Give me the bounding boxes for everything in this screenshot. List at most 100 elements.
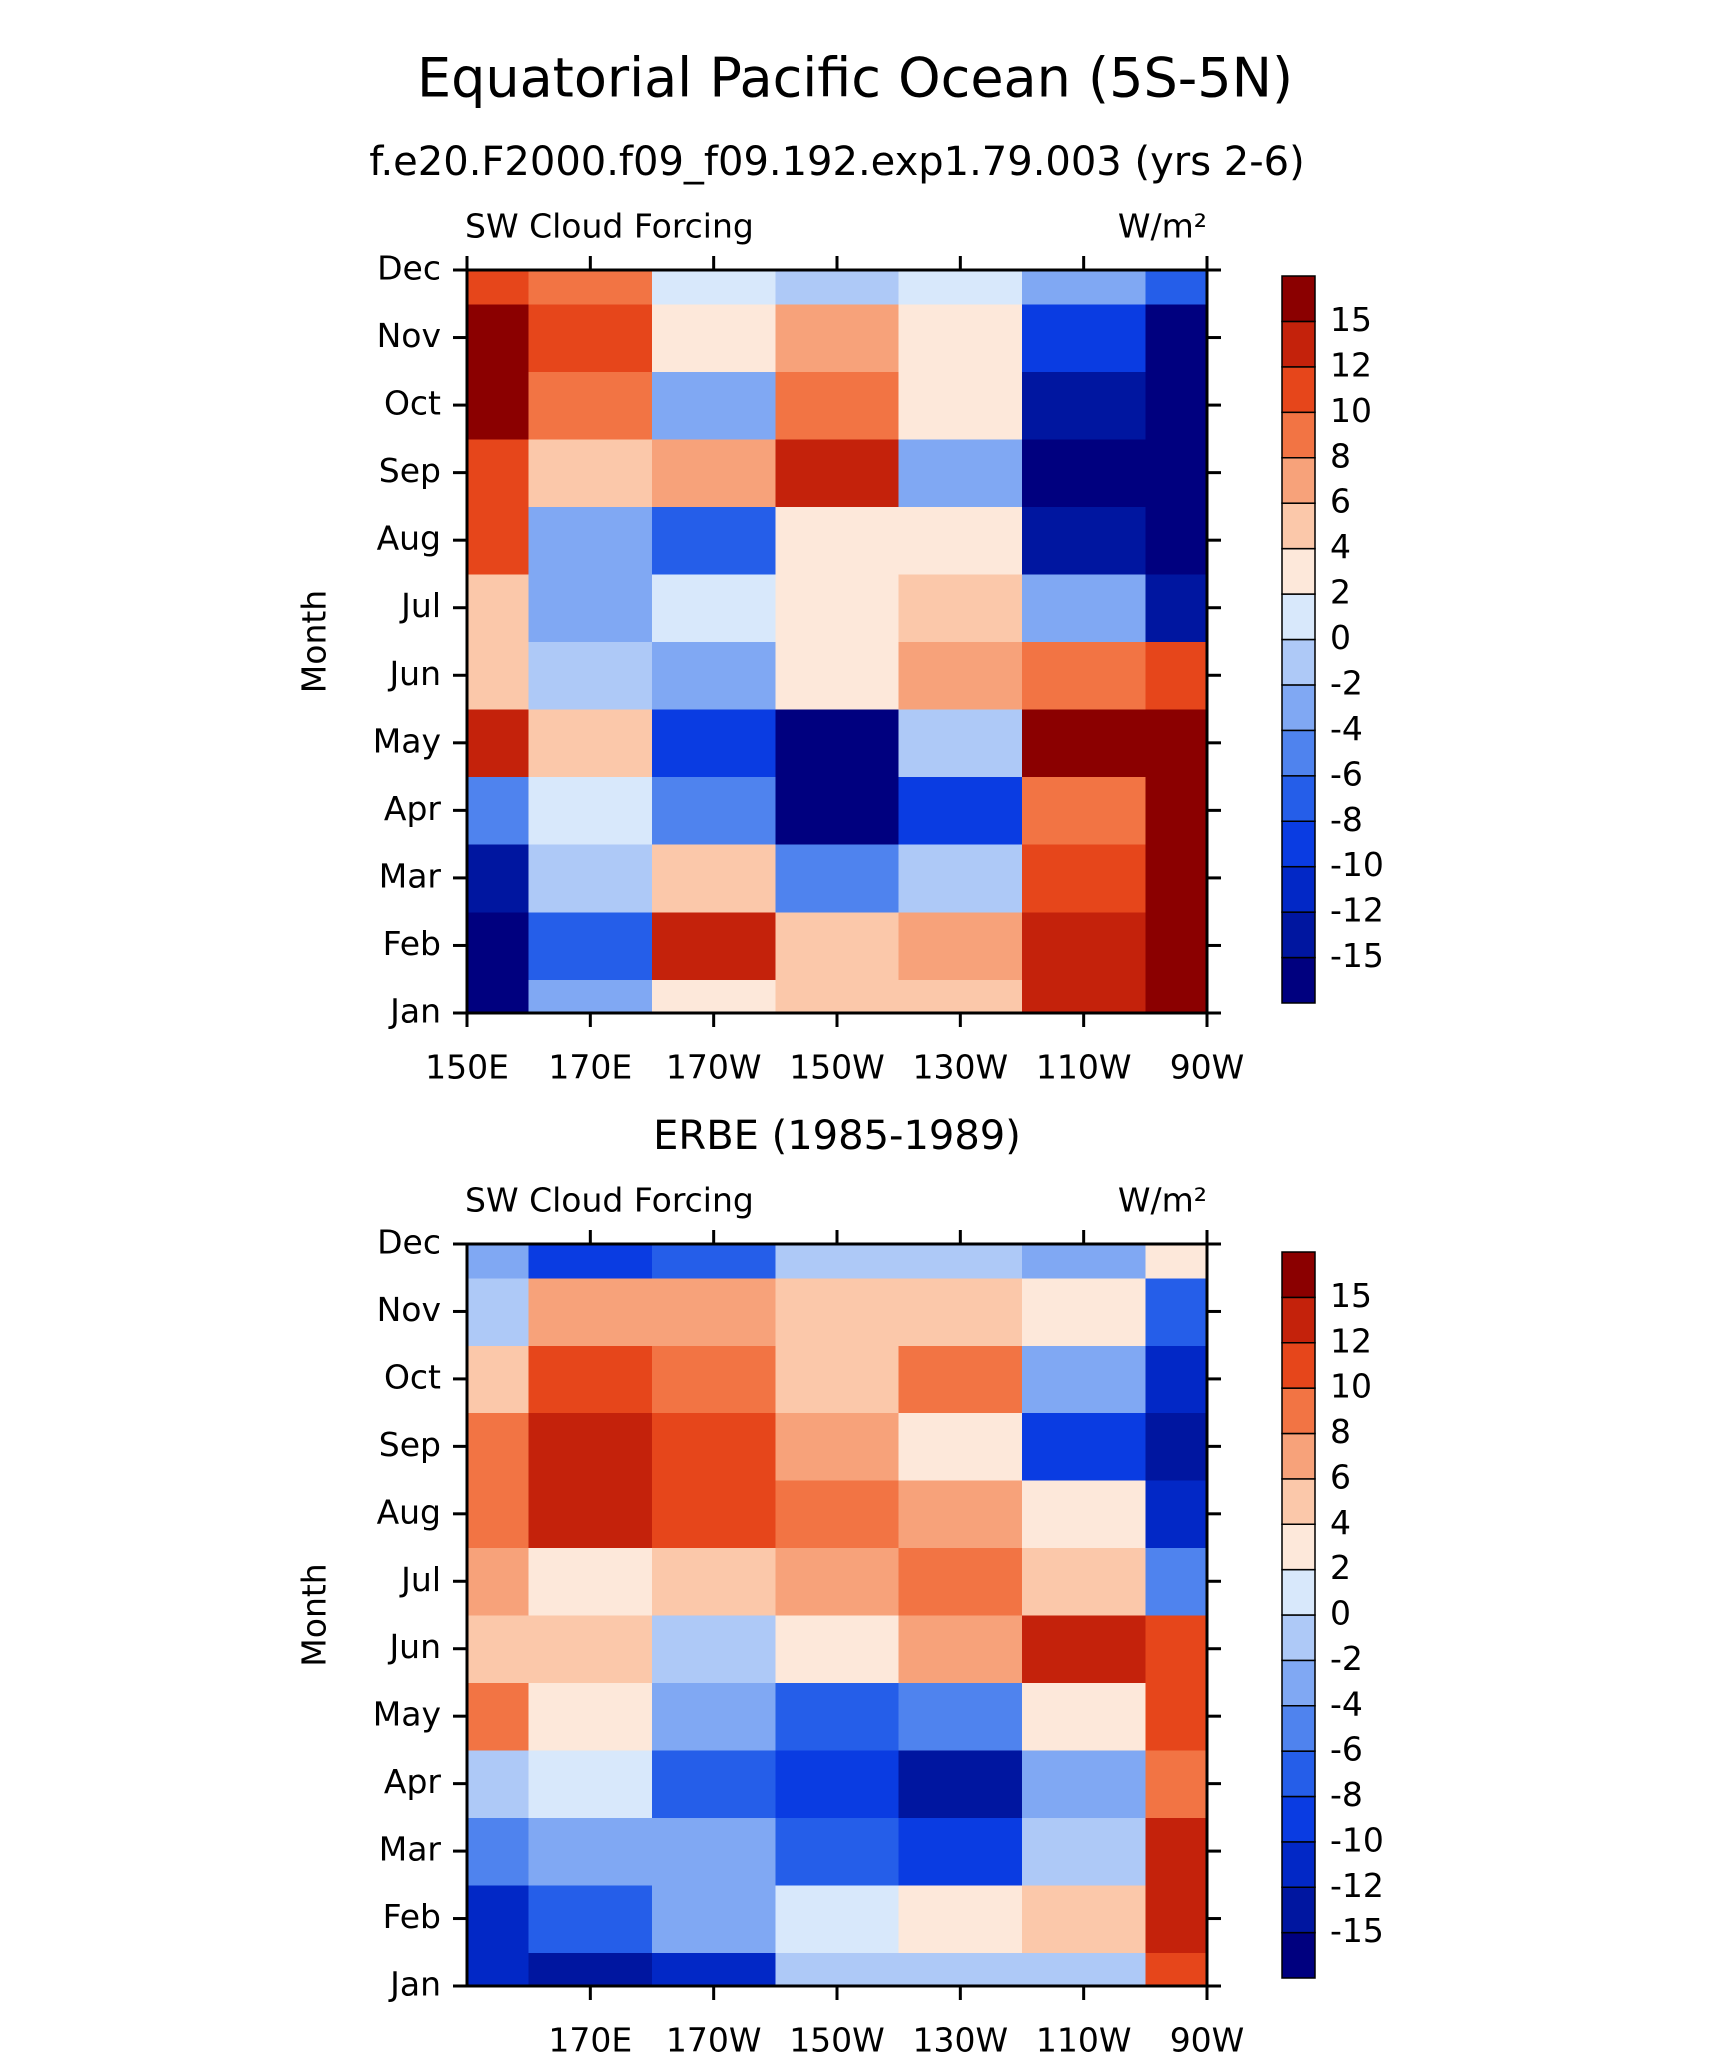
field-cell — [1022, 1884, 1146, 1953]
field-cell — [898, 1547, 1023, 1616]
field-cell — [1145, 979, 1208, 1014]
field-cell — [775, 641, 900, 710]
field-cell — [898, 1682, 1023, 1751]
field-cell — [1022, 1345, 1146, 1414]
field-cell — [1145, 1952, 1208, 1987]
field-cell — [467, 1884, 530, 1953]
colorbar-box — [1281, 1750, 1316, 1798]
field-cell — [1145, 1244, 1208, 1279]
colorbar-box — [1281, 1614, 1316, 1662]
y-tick-label: Nov — [377, 1290, 441, 1329]
field-cell — [1022, 1244, 1146, 1279]
colorbar-label: 8 — [1330, 436, 1351, 475]
colorbar-label: -15 — [1330, 1911, 1384, 1950]
y-tick-label: Oct — [384, 1357, 441, 1396]
y-tick-label: Aug — [377, 1492, 441, 1531]
field-cell — [652, 1547, 776, 1616]
field-cell — [1022, 1277, 1146, 1346]
colorbar-box — [1281, 865, 1316, 913]
y-tick-label: Jun — [387, 654, 441, 693]
x-tick-label: 170E — [548, 2021, 632, 2059]
page-title: Equatorial Pacific Ocean (5S-5N) — [417, 47, 1293, 110]
colorbar-box — [1281, 547, 1316, 595]
field-cell — [1145, 1277, 1208, 1346]
x-tick-label: 150W — [789, 2021, 885, 2059]
colorbar-label: -6 — [1330, 1730, 1363, 1769]
colorbar-box — [1281, 320, 1316, 368]
field-cell — [775, 1547, 900, 1616]
field-cell — [528, 776, 653, 845]
field-cell — [898, 641, 1023, 710]
field-cell — [528, 1412, 653, 1481]
y-tick-label: Aug — [377, 519, 441, 558]
x-tick-label: 170W — [666, 1048, 762, 1087]
field-cell — [898, 1345, 1023, 1414]
field-cell — [652, 911, 776, 980]
field-cell — [652, 1952, 776, 1987]
colorbar-label: -10 — [1330, 1820, 1384, 1859]
colorbar-label: -4 — [1330, 709, 1363, 748]
field-cell — [652, 371, 776, 440]
field-cell — [775, 1682, 900, 1751]
field-cell — [1145, 641, 1208, 710]
colorbar-label: -15 — [1330, 936, 1384, 975]
field-cell — [1022, 1412, 1146, 1481]
y-tick-label: Dec — [377, 1223, 441, 1262]
field-cell — [898, 438, 1023, 508]
colorbar-box — [1281, 638, 1316, 686]
y-tick-label: Jun — [387, 1627, 441, 1666]
field-cell — [467, 270, 530, 305]
x-tick-label: 130W — [913, 1048, 1009, 1087]
field-cell — [775, 1412, 900, 1481]
units-label: W/m² — [1118, 207, 1207, 246]
colorbar-box — [1281, 1568, 1316, 1616]
y-tick-label: May — [373, 721, 441, 760]
field-cell — [652, 573, 776, 643]
field-cell — [528, 438, 653, 508]
panel-title: f.e20.F2000.f09_f09.192.exp1.79.003 (yrs… — [369, 139, 1304, 185]
field-cell — [1022, 979, 1146, 1014]
colorbar-label: 4 — [1330, 527, 1351, 566]
colorbar-label: -4 — [1330, 1684, 1363, 1723]
colorbar-box — [1281, 1841, 1316, 1888]
field-cell — [467, 641, 530, 710]
x-tick-label: 150E — [425, 1048, 509, 1087]
field-cell — [898, 270, 1023, 305]
field-cell — [775, 1952, 900, 1987]
field-cell — [528, 303, 653, 372]
field-cell — [652, 1682, 776, 1751]
colorbar-label: 12 — [1330, 1321, 1372, 1360]
field-cell — [1022, 709, 1146, 778]
field-cell — [1145, 1615, 1208, 1684]
field-cell — [652, 1480, 776, 1549]
y-axis-label: Month — [295, 1563, 334, 1666]
colorbar-label: -8 — [1330, 1775, 1363, 1814]
field-cell — [1145, 911, 1208, 980]
field-cell — [898, 844, 1023, 913]
field-cell — [528, 506, 653, 575]
field-cell — [528, 1817, 653, 1886]
field-cell — [775, 911, 900, 980]
x-tick-label: 150W — [789, 1048, 885, 1087]
panel-title: ERBE (1985-1989) — [653, 1113, 1021, 1159]
y-tick-label: Mar — [379, 1830, 442, 1869]
y-axis-label: Month — [295, 590, 334, 693]
colorbar-box — [1281, 1251, 1316, 1299]
field-cell — [652, 1412, 776, 1481]
field-cell — [528, 1952, 653, 1987]
field-cell — [652, 709, 776, 778]
y-tick-label: Nov — [377, 316, 441, 355]
field-cell — [467, 506, 530, 575]
field-cell — [1145, 573, 1208, 643]
y-tick-label: May — [373, 1695, 441, 1734]
field-cell — [775, 1749, 900, 1818]
field-cell — [1022, 573, 1146, 643]
field-cell — [528, 911, 653, 980]
colorbar-label: 15 — [1330, 300, 1372, 339]
field-cell — [1022, 1817, 1146, 1886]
colorbar-label: -12 — [1330, 891, 1384, 930]
field-cell — [1145, 1480, 1208, 1549]
field-cell — [898, 1277, 1023, 1346]
